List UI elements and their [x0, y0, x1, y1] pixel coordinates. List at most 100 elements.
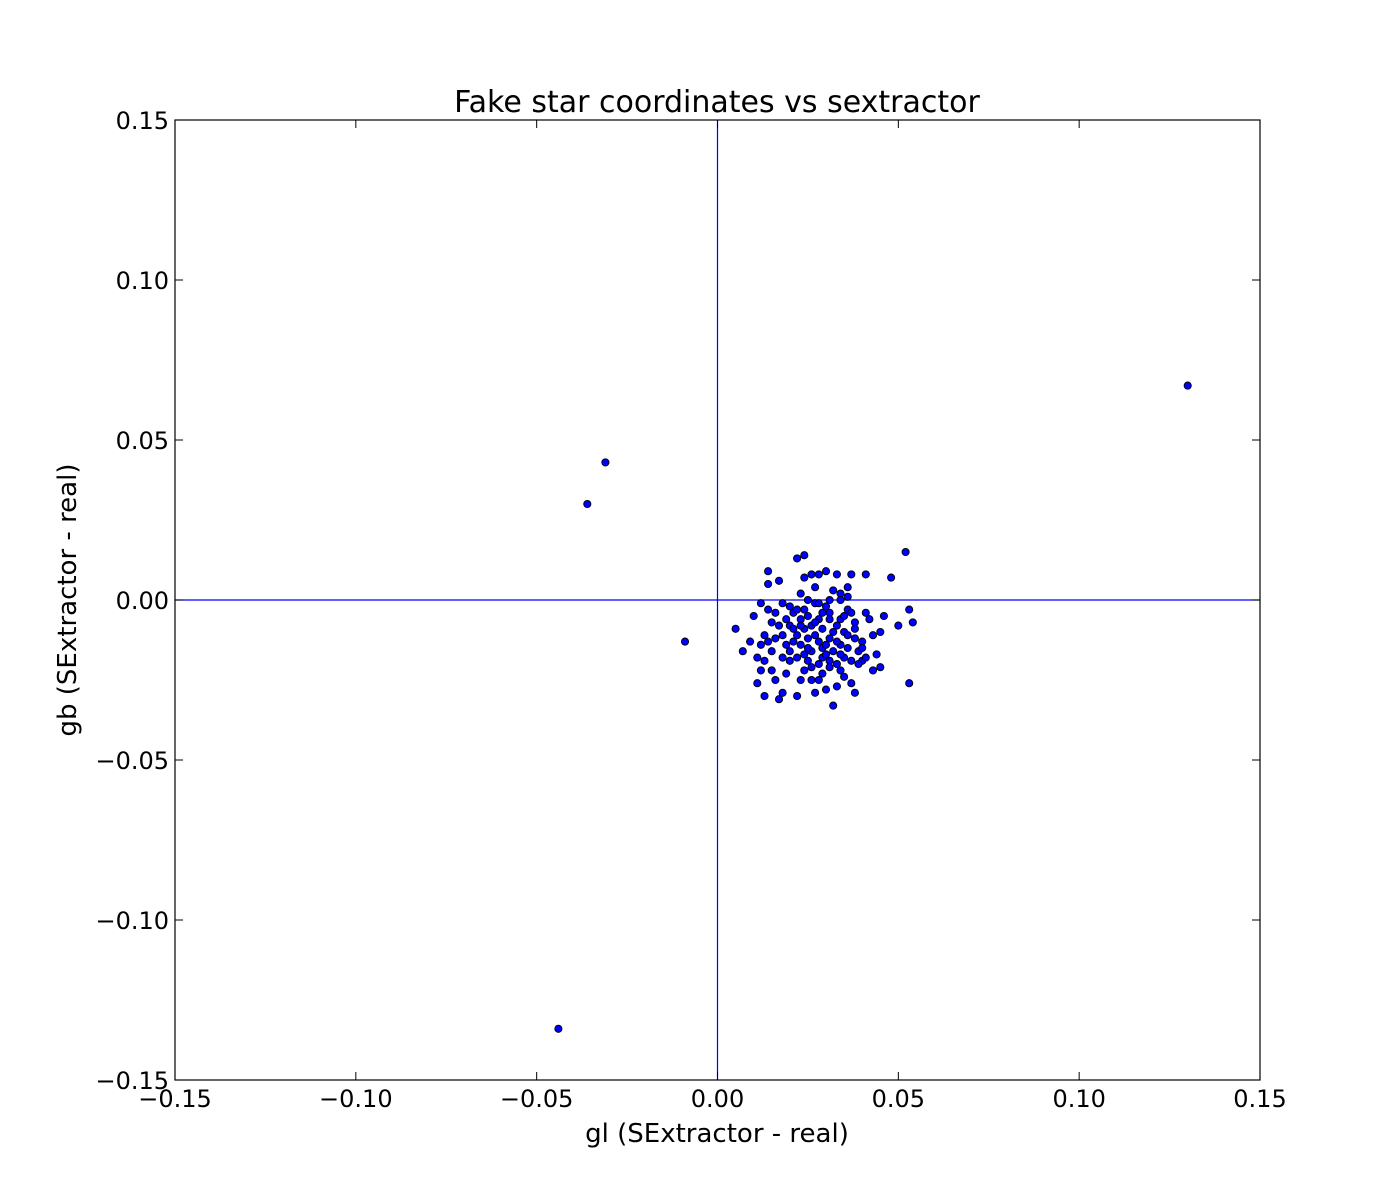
data-point	[832, 637, 841, 646]
data-point	[774, 695, 784, 704]
data-point	[861, 570, 870, 579]
data-point	[850, 624, 859, 633]
data-point	[796, 621, 805, 630]
data-point	[767, 647, 776, 656]
data-point	[868, 631, 878, 640]
data-point	[800, 605, 809, 614]
data-point	[782, 615, 791, 624]
data-point	[825, 634, 834, 643]
data-point	[782, 640, 791, 649]
data-point	[764, 579, 773, 589]
data-point	[1183, 381, 1192, 390]
data-point	[767, 666, 776, 675]
data-point	[821, 685, 831, 694]
data-point	[774, 576, 784, 585]
data-point	[825, 595, 834, 605]
data-point	[746, 637, 755, 646]
y-tick-labels: −0.15 −0.10 −0.05 0.00 0.05 0.10 0.15	[95, 107, 169, 1095]
data-point	[829, 701, 838, 710]
data-point	[800, 551, 809, 560]
data-point	[793, 631, 802, 640]
data-point	[818, 624, 827, 633]
data-point	[887, 573, 896, 582]
data-point	[771, 675, 780, 685]
data-point	[814, 659, 823, 669]
data-point	[796, 589, 805, 598]
reference-lines	[175, 120, 1260, 1080]
data-point	[814, 675, 823, 685]
data-point	[785, 647, 794, 656]
data-point	[821, 640, 831, 649]
data-point	[554, 1024, 563, 1033]
data-point	[803, 643, 812, 653]
data-point	[774, 621, 784, 630]
data-point	[832, 621, 841, 630]
data-point	[756, 599, 765, 608]
data-point	[767, 618, 776, 627]
data-point	[829, 627, 838, 637]
data-point	[800, 573, 809, 582]
data-point	[782, 669, 791, 678]
data-point	[818, 669, 827, 678]
axis-ticks	[174, 119, 1261, 1081]
data-point	[756, 666, 765, 675]
data-point	[749, 611, 758, 621]
data-point	[850, 688, 859, 697]
data-point	[829, 647, 838, 656]
data-point	[803, 595, 812, 605]
data-point	[821, 567, 831, 576]
data-point	[843, 583, 852, 592]
data-point	[908, 618, 917, 627]
x-tick-label: 0.10	[1052, 1085, 1105, 1113]
data-point	[825, 615, 834, 624]
data-point	[832, 682, 841, 691]
y-tick-label: −0.10	[95, 907, 169, 935]
y-tick-label: 0.00	[116, 587, 169, 615]
data-point	[680, 637, 690, 646]
x-tick-label: −0.15	[138, 1085, 212, 1113]
data-point	[800, 666, 809, 675]
data-point	[836, 595, 845, 605]
data-point	[803, 611, 812, 621]
data-point	[814, 570, 823, 579]
data-point	[840, 611, 849, 621]
chart-title: Fake star coordinates vs sextractor	[454, 85, 980, 120]
x-axis-label: gl (SExtractor - real)	[585, 1119, 849, 1149]
data-point	[738, 647, 747, 656]
data-point	[807, 675, 816, 685]
data-point	[854, 659, 863, 669]
data-point	[847, 608, 856, 617]
data-point	[829, 586, 838, 595]
data-point	[821, 602, 831, 611]
data-point	[807, 663, 816, 672]
data-point	[764, 637, 773, 646]
x-tick-label: −0.10	[319, 1085, 393, 1113]
data-point	[814, 637, 823, 646]
data-point	[847, 570, 856, 579]
data-point	[785, 656, 794, 665]
data-point	[601, 458, 610, 467]
data-point	[818, 608, 827, 617]
y-tick-label: −0.05	[95, 747, 169, 775]
data-point	[861, 653, 870, 662]
y-tick-label: 0.15	[116, 107, 169, 135]
y-tick-label: 0.10	[116, 267, 169, 295]
data-point	[760, 691, 769, 701]
data-point	[793, 653, 802, 662]
data-point	[836, 666, 845, 675]
data-point	[861, 608, 870, 617]
data-point	[901, 547, 910, 557]
data-point	[753, 679, 762, 688]
data-point	[785, 602, 794, 611]
data-point	[731, 624, 740, 633]
y-tick-label: −0.15	[95, 1067, 169, 1095]
data-point	[876, 663, 885, 672]
data-point	[778, 631, 787, 640]
data-point	[868, 666, 878, 675]
data-point	[825, 663, 834, 672]
data-point	[803, 634, 812, 643]
data-point	[905, 679, 914, 688]
data-point	[843, 592, 852, 601]
data-point	[894, 621, 903, 630]
